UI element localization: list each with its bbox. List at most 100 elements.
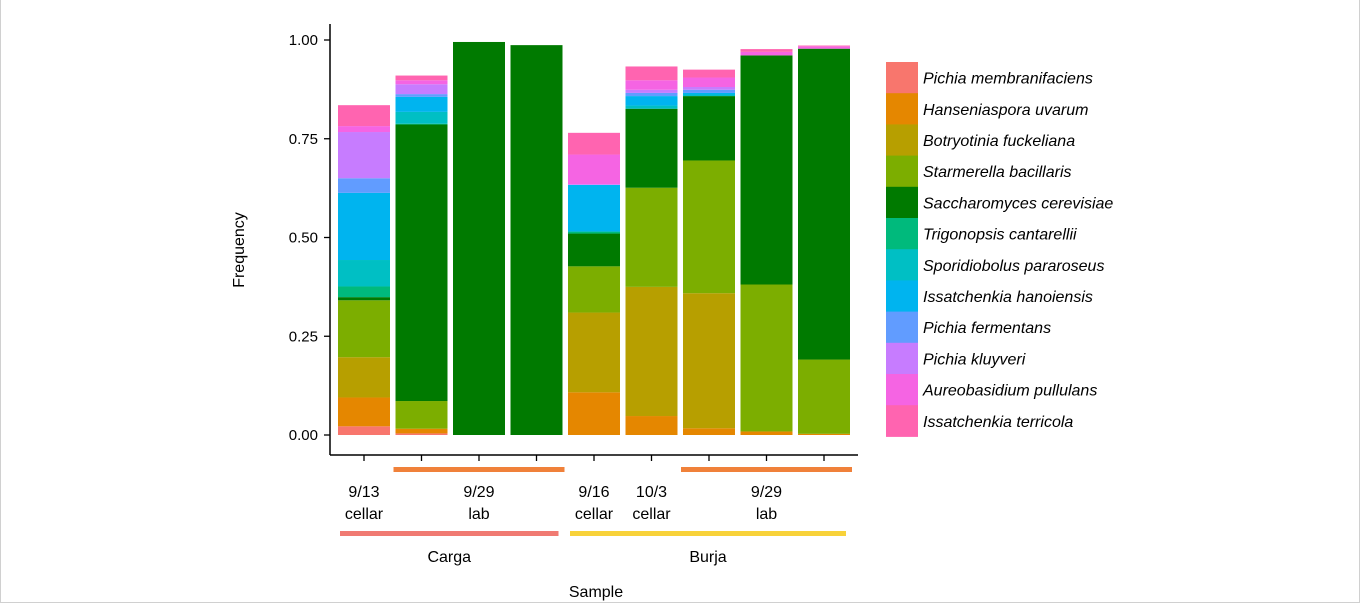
y-tick-label: 0.00 (289, 427, 318, 444)
legend-swatch-issatchenkia-terricola (886, 405, 918, 437)
legend-swatch-trigonopsis-cantarellii (886, 218, 918, 250)
group-label-carga: Carga (427, 549, 471, 566)
bar-5-segment-starmerella-bacillaris (568, 266, 620, 313)
bar-2-segment-trigonopsis-cantarellii (395, 123, 448, 125)
bar-2-segment-pichia-kluyveri (395, 84, 448, 95)
bar-2-segment-issatchenkia-hanoiensis (395, 96, 448, 112)
bar-5-segment-issatchenkia-terricola (568, 132, 620, 155)
bar-7-segment-aureobasidium-pullulans (683, 77, 735, 88)
bar-2-segment-issatchenkia-terricola (395, 75, 448, 81)
legend-label-issatchenkia-hanoiensis: Issatchenkia hanoiensis (923, 289, 1093, 306)
sample-date-label: 9/13 (348, 484, 379, 501)
legend-label-pichia-fermentans: Pichia fermentans (923, 320, 1051, 337)
sample-date-label: 9/29 (751, 484, 782, 501)
legend-label-aureobasidium-pullulans: Aureobasidium pullulans (922, 383, 1097, 400)
bar-8-segment-saccharomyces-cerevisiae (740, 55, 793, 285)
y-tick-label: 0.50 (289, 230, 318, 247)
y-tick-label: 1.00 (289, 32, 318, 49)
sample-site-label: cellar (575, 506, 614, 523)
bar-6-segment-pichia-fermentans (625, 92, 678, 97)
legend-swatch-pichia-membranifaciens (886, 62, 918, 94)
bar-2-segment-hanseniaspora-uvarum (395, 428, 448, 434)
bar-6-segment-hanseniaspora-uvarum (625, 416, 678, 435)
legend-label-pichia-membranifaciens: Pichia membranifaciens (923, 71, 1093, 88)
bar-1-segment-issatchenkia-terricola (338, 105, 390, 127)
bar-8-segment-aureobasidium-pullulans (740, 51, 793, 56)
sample-site-label: lab (468, 506, 489, 523)
lab-bracket (393, 467, 565, 472)
legend-swatch-pichia-fermentans (886, 311, 918, 344)
bar-9-segment-starmerella-bacillaris (798, 359, 850, 434)
sample-date-label: 9/16 (578, 484, 609, 501)
bar-1-segment-pichia-membranifaciens (338, 426, 390, 435)
sample-site-label: cellar (345, 506, 384, 523)
bar-1-segment-botryotinia-fuckeliana (338, 357, 390, 398)
bar-6-segment-issatchenkia-hanoiensis (625, 96, 678, 106)
bar-1-segment-trigonopsis-cantarellii (338, 286, 390, 298)
bar-5-segment-pichia-kluyveri (568, 184, 620, 185)
bar-3-segment-saccharomyces-cerevisiae (453, 41, 505, 435)
bar-6-segment-saccharomyces-cerevisiae (625, 108, 678, 188)
bar-1-segment-saccharomyces-cerevisiae (338, 297, 390, 301)
lab-bracket (681, 467, 852, 472)
bar-7-segment-hanseniaspora-uvarum (683, 428, 735, 435)
bar-2-segment-sporidiobolus-pararoseus (395, 111, 448, 124)
group-bracket-carga (340, 531, 559, 536)
bar-7-segment-starmerella-bacillaris (683, 160, 735, 294)
bar-2-segment-starmerella-bacillaris (395, 401, 448, 429)
y-tick-label: 0.75 (289, 131, 318, 148)
sample-date-label: 9/29 (463, 484, 494, 501)
bar-6-segment-aureobasidium-pullulans (625, 80, 678, 90)
bar-5-segment-issatchenkia-hanoiensis (568, 184, 620, 232)
legend-label-saccharomyces-cerevisiae: Saccharomyces cerevisiae (923, 195, 1113, 212)
y-axis-title: Frequency (231, 212, 248, 288)
legend-swatch-botryotinia-fuckeliana (886, 124, 918, 157)
bar-8-segment-hanseniaspora-uvarum (740, 431, 793, 435)
bar-9-segment-saccharomyces-cerevisiae (798, 48, 850, 360)
legend-swatch-hanseniaspora-uvarum (886, 93, 918, 125)
bar-6-segment-sporidiobolus-pararoseus (625, 105, 678, 109)
legend-label-trigonopsis-cantarellii: Trigonopsis cantarellii (923, 227, 1077, 244)
bar-7-segment-issatchenkia-terricola (683, 69, 735, 78)
bars-layer (338, 41, 850, 435)
bar-9-segment-issatchenkia-terricola (798, 45, 850, 47)
bar-5-segment-saccharomyces-cerevisiae (568, 233, 620, 267)
group-brackets-layer: Carga Burja (340, 467, 852, 566)
bar-5-segment-botryotinia-fuckeliana (568, 312, 620, 393)
legend-label-issatchenkia-terricola: Issatchenkia terricola (923, 414, 1073, 431)
bar-5-segment-trigonopsis-cantarellii (568, 231, 620, 234)
sample-site-label: cellar (632, 506, 671, 523)
legend-label-pichia-kluyveri: Pichia kluyveri (923, 351, 1026, 368)
sample-date-label: 10/3 (636, 484, 667, 501)
bar-9-segment-aureobasidium-pullulans (798, 46, 850, 49)
bar-2-segment-pichia-fermentans (395, 94, 448, 97)
bar-6-segment-starmerella-bacillaris (625, 187, 678, 287)
bar-4-segment-saccharomyces-cerevisiae (510, 45, 563, 435)
bar-1-segment-hanseniaspora-uvarum (338, 397, 390, 427)
x-axis-title: Sample (569, 584, 623, 601)
legend-swatch-saccharomyces-cerevisiae (886, 186, 918, 219)
legend-label-botryotinia-fuckeliana: Botryotinia fuckeliana (923, 133, 1075, 150)
group-label-burja: Burja (689, 549, 726, 566)
bar-7-segment-sporidiobolus-pararoseus (683, 94, 735, 97)
legend-swatch-pichia-kluyveri (886, 342, 918, 375)
bar-5-segment-hanseniaspora-uvarum (568, 392, 620, 435)
legend-label-hanseniaspora-uvarum: Hanseniaspora uvarum (923, 102, 1088, 119)
bar-2-segment-pichia-membranifaciens (395, 433, 448, 435)
legend-swatch-issatchenkia-hanoiensis (886, 280, 918, 313)
bar-5-segment-aureobasidium-pullulans (568, 154, 620, 185)
bar-1-segment-aureobasidium-pullulans (338, 126, 390, 133)
sample-site-label: lab (756, 506, 777, 523)
bar-7-segment-saccharomyces-cerevisiae (683, 96, 735, 161)
bar-6-segment-issatchenkia-terricola (625, 66, 678, 81)
bar-7-segment-botryotinia-fuckeliana (683, 293, 735, 429)
bar-2-segment-aureobasidium-pullulans (395, 80, 448, 85)
bar-8-segment-issatchenkia-terricola (740, 49, 793, 52)
bar-7-segment-pichia-kluyveri (683, 87, 735, 90)
bar-1-segment-starmerella-bacillaris (338, 300, 390, 358)
legend-label-sporidiobolus-pararoseus: Sporidiobolus pararoseus (923, 258, 1104, 275)
bar-7-segment-issatchenkia-hanoiensis (683, 92, 735, 95)
group-bracket-burja (570, 531, 846, 536)
bar-1-segment-pichia-kluyveri (338, 132, 390, 179)
